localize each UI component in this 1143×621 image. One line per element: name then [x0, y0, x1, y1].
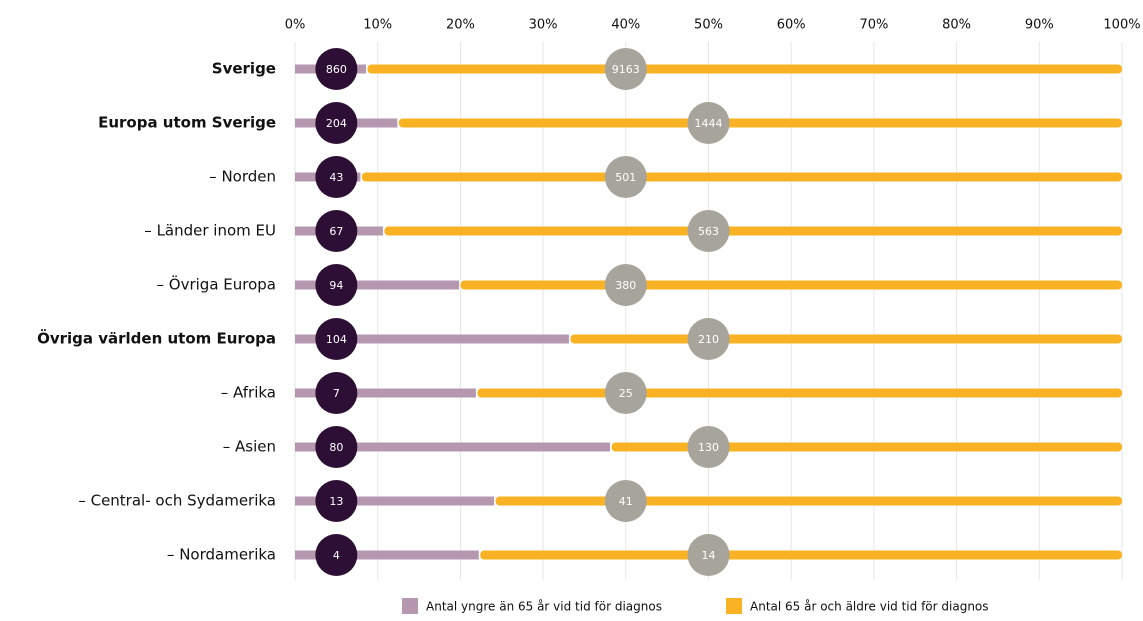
category-label: – Nordamerika [167, 546, 276, 564]
data-label: 204 [326, 117, 347, 130]
bar-segment [477, 388, 1122, 398]
data-label: 14 [702, 549, 716, 562]
data-label: 860 [326, 63, 347, 76]
data-label: 13 [329, 495, 343, 508]
data-label: 41 [619, 495, 633, 508]
data-label: 210 [698, 333, 719, 346]
x-tick-label: 90% [1025, 18, 1054, 33]
value-bubble [604, 372, 647, 414]
bar-segment [460, 280, 1122, 290]
category-label: – Afrika [221, 384, 276, 402]
x-tick-label: 100% [1103, 18, 1140, 33]
data-label: 130 [698, 441, 719, 454]
bar-segment [570, 334, 1122, 344]
value-bubble [315, 534, 358, 576]
data-label: 80 [329, 441, 343, 454]
value-bubble [315, 372, 358, 414]
data-label: 25 [619, 387, 633, 400]
value-bubble [687, 534, 730, 576]
value-bubble [604, 156, 647, 198]
data-label: 67 [329, 225, 343, 238]
x-tick-label: 40% [611, 18, 640, 33]
x-tick-label: 50% [694, 18, 723, 33]
value-bubble [604, 264, 647, 306]
legend-swatch [726, 598, 742, 614]
value-bubble [687, 210, 730, 252]
bar-segment [367, 64, 1122, 74]
bar-segment [361, 172, 1122, 182]
value-bubble [604, 480, 647, 522]
category-label: – Länder inom EU [144, 222, 276, 240]
data-label: 7 [333, 387, 340, 400]
bar-segment [295, 550, 479, 560]
data-label: 563 [698, 225, 719, 238]
category-label: Sverige [212, 60, 276, 78]
bar-segment [295, 334, 569, 344]
x-tick-label: 30% [529, 18, 558, 33]
bar-segment [295, 388, 476, 398]
x-tick-label: 80% [942, 18, 971, 33]
legend-label: Antal 65 år och äldre vid tid för diagno… [750, 600, 989, 614]
value-bubble [315, 318, 358, 360]
value-bubble [687, 426, 730, 468]
x-tick-label: 0% [285, 18, 306, 33]
value-bubble [687, 318, 730, 360]
x-tick-label: 10% [363, 18, 392, 33]
data-label: 104 [326, 333, 347, 346]
value-bubble [315, 426, 358, 468]
data-label: 43 [329, 171, 343, 184]
category-label: Övriga världen utom Europa [37, 329, 276, 348]
bar-segment [295, 280, 460, 290]
value-bubble [315, 102, 358, 144]
bar-segment [480, 550, 1122, 560]
bar-segment [295, 442, 611, 452]
data-label: 1444 [695, 117, 723, 130]
legend-swatch [402, 598, 418, 614]
legend-label: Antal yngre än 65 år vid tid för diagnos [426, 600, 662, 614]
bar-segment [398, 118, 1123, 128]
bar-segment [495, 496, 1122, 506]
data-label: 94 [329, 279, 343, 292]
category-label: – Norden [209, 168, 276, 186]
value-bubble [315, 210, 358, 252]
value-bubble [315, 264, 358, 306]
data-label: 4 [333, 549, 340, 562]
category-label: Europa utom Sverige [98, 114, 276, 132]
x-tick-label: 70% [859, 18, 888, 33]
value-bubble [315, 48, 358, 90]
data-label: 9163 [612, 63, 640, 76]
category-label: – Asien [223, 438, 276, 456]
bar-segment [295, 496, 495, 506]
data-label: 501 [615, 171, 636, 184]
category-label: – Central- och Sydamerika [78, 492, 276, 510]
data-label: 380 [615, 279, 636, 292]
category-label: – Övriga Europa [157, 275, 276, 294]
value-bubble [315, 480, 358, 522]
bar-segment [384, 226, 1122, 236]
bar-segment [611, 442, 1122, 452]
value-bubble [687, 102, 730, 144]
x-tick-label: 60% [777, 18, 806, 33]
value-bubble [604, 48, 647, 90]
value-bubble [315, 156, 358, 198]
x-tick-label: 20% [446, 18, 475, 33]
